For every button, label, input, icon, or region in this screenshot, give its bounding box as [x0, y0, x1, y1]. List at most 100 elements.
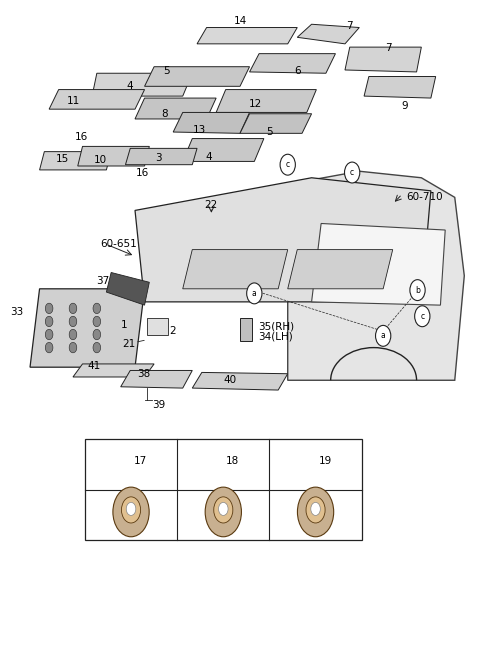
Circle shape [280, 154, 295, 175]
Circle shape [93, 342, 101, 353]
Text: 1: 1 [121, 319, 127, 330]
Text: 19: 19 [318, 457, 332, 466]
Text: 22: 22 [205, 200, 218, 210]
Polygon shape [107, 272, 149, 305]
Text: 11: 11 [66, 96, 80, 106]
Polygon shape [240, 113, 312, 133]
Polygon shape [250, 54, 336, 73]
Circle shape [104, 451, 120, 472]
Text: 7: 7 [384, 43, 391, 53]
Text: a: a [381, 331, 385, 340]
Text: 41: 41 [88, 361, 101, 371]
Circle shape [205, 487, 241, 537]
Polygon shape [135, 98, 216, 119]
Polygon shape [288, 171, 464, 380]
Circle shape [247, 283, 262, 304]
Text: 33: 33 [10, 306, 24, 317]
Text: 13: 13 [193, 125, 206, 135]
Text: 40: 40 [223, 375, 236, 385]
Text: b: b [202, 457, 207, 466]
Text: 12: 12 [249, 99, 263, 109]
Text: 60-710: 60-710 [406, 192, 443, 202]
Polygon shape [49, 90, 144, 109]
Text: 2: 2 [169, 326, 176, 337]
Polygon shape [192, 373, 288, 390]
Text: 60-651: 60-651 [100, 239, 137, 249]
Circle shape [45, 342, 53, 353]
Circle shape [410, 279, 425, 300]
Circle shape [126, 502, 136, 516]
Circle shape [93, 329, 101, 340]
Circle shape [69, 303, 77, 314]
Circle shape [298, 487, 334, 537]
Polygon shape [125, 148, 197, 165]
Text: 14: 14 [233, 16, 247, 26]
Polygon shape [183, 250, 288, 289]
Text: 5: 5 [266, 127, 273, 137]
Polygon shape [173, 112, 250, 133]
Bar [147, 318, 168, 335]
Polygon shape [92, 73, 192, 96]
Polygon shape [312, 224, 445, 305]
Circle shape [345, 162, 360, 183]
Text: 7: 7 [347, 20, 353, 31]
Text: 10: 10 [94, 155, 107, 165]
Text: c: c [286, 160, 290, 169]
Polygon shape [183, 138, 264, 161]
Polygon shape [297, 24, 360, 44]
Polygon shape [78, 146, 149, 166]
Circle shape [289, 451, 304, 472]
Text: b: b [415, 285, 420, 295]
Text: 5: 5 [163, 66, 169, 76]
Bar [85, 439, 362, 541]
Circle shape [197, 451, 212, 472]
Text: 3: 3 [156, 153, 162, 163]
Text: 16: 16 [135, 168, 149, 178]
Circle shape [69, 329, 77, 340]
Polygon shape [144, 67, 250, 87]
Polygon shape [345, 47, 421, 72]
Circle shape [93, 316, 101, 327]
Text: 34(LH): 34(LH) [258, 331, 293, 342]
Polygon shape [364, 77, 436, 98]
Polygon shape [288, 250, 393, 289]
Bar [240, 318, 252, 341]
Text: c: c [294, 457, 299, 466]
Text: 17: 17 [134, 457, 147, 466]
Text: 16: 16 [75, 133, 88, 142]
Circle shape [45, 316, 53, 327]
Text: 37: 37 [96, 276, 109, 286]
Circle shape [93, 303, 101, 314]
Circle shape [45, 303, 53, 314]
Text: c: c [350, 168, 354, 177]
Text: 8: 8 [161, 109, 168, 119]
Text: 18: 18 [226, 457, 240, 466]
Text: a: a [109, 457, 114, 466]
Polygon shape [73, 364, 154, 377]
Text: 4: 4 [205, 152, 212, 162]
Polygon shape [120, 371, 192, 388]
Text: 35(RH): 35(RH) [258, 321, 294, 331]
Polygon shape [39, 152, 111, 170]
Text: 6: 6 [294, 66, 300, 76]
Circle shape [69, 316, 77, 327]
Text: 39: 39 [152, 400, 165, 410]
Polygon shape [216, 90, 316, 112]
Text: 4: 4 [127, 81, 133, 91]
Circle shape [113, 487, 149, 537]
Circle shape [218, 502, 228, 516]
Circle shape [375, 325, 391, 346]
Circle shape [45, 329, 53, 340]
Polygon shape [30, 289, 144, 367]
Polygon shape [135, 178, 431, 302]
Circle shape [311, 502, 320, 516]
Circle shape [121, 497, 141, 523]
Text: 38: 38 [137, 369, 150, 379]
Circle shape [415, 306, 430, 327]
Circle shape [306, 497, 325, 523]
Circle shape [214, 497, 233, 523]
Text: 15: 15 [56, 154, 69, 165]
Text: 21: 21 [123, 339, 136, 350]
Text: c: c [420, 312, 424, 321]
Text: a: a [252, 289, 257, 298]
